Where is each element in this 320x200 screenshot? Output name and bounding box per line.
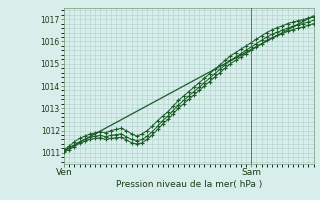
X-axis label: Pression niveau de la mer( hPa ): Pression niveau de la mer( hPa ): [116, 180, 262, 189]
